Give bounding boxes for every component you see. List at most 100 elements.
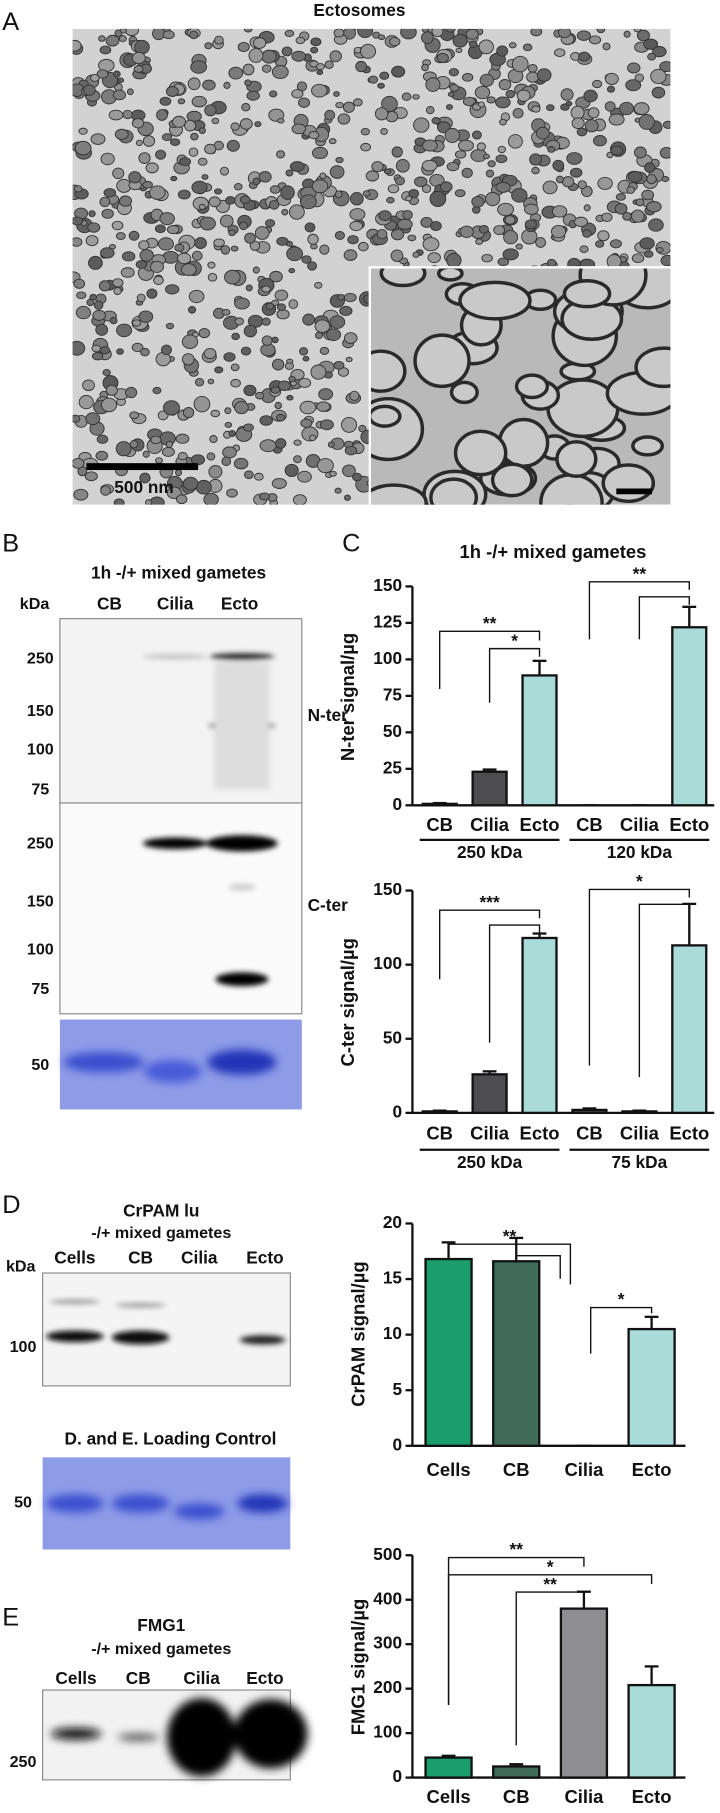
vesicle — [207, 272, 218, 282]
vesicle — [326, 328, 342, 341]
vesicle — [248, 48, 264, 63]
vesicle — [239, 221, 248, 231]
vesicle — [155, 149, 167, 160]
vesicle — [625, 79, 642, 92]
vesicle — [136, 293, 146, 303]
x-tick-label: CB — [503, 1786, 530, 1807]
y-axis-label: CrPAM signal/µg — [347, 1261, 368, 1406]
vesicle — [343, 292, 357, 303]
vesicle — [284, 29, 295, 37]
significance-label: * — [511, 630, 518, 650]
vesicle — [516, 89, 531, 102]
vesicle — [181, 334, 199, 349]
vesicle — [105, 34, 120, 47]
vesicle — [634, 146, 647, 159]
vesicle — [412, 251, 420, 258]
x-tick-label: Cilia — [470, 1123, 510, 1144]
vesicle — [439, 181, 453, 193]
significance-label: ** — [503, 1226, 517, 1246]
vesicle — [116, 323, 133, 338]
vesicle — [234, 317, 244, 326]
bands — [142, 653, 275, 790]
vesicle — [311, 179, 329, 194]
y-tick-label: 150 — [373, 879, 402, 899]
vesicle — [430, 221, 442, 232]
vesicle — [297, 470, 312, 483]
vesicle — [72, 414, 81, 423]
marker: 50 — [14, 1494, 32, 1512]
vesicle — [184, 119, 197, 132]
significance-label: * — [547, 1556, 554, 1576]
marker: 100 — [27, 941, 54, 959]
vesicle — [265, 219, 276, 228]
vesicle — [72, 457, 85, 469]
bar — [671, 944, 708, 1115]
vesicle — [358, 241, 369, 252]
scale-label: 500 nm — [114, 477, 174, 497]
vesicle — [74, 140, 92, 156]
vesicle — [182, 476, 199, 491]
vesicle — [431, 28, 444, 38]
vesicle — [444, 127, 461, 144]
vesicle — [631, 253, 645, 264]
group-label: 250 kDa — [457, 1152, 523, 1172]
vesicle — [237, 41, 250, 53]
vesicle — [623, 30, 631, 38]
vesicle — [175, 469, 183, 477]
y-tick-label: 300 — [373, 1633, 402, 1653]
vesicle — [319, 419, 334, 431]
vesicle — [259, 492, 270, 501]
vesicle — [333, 91, 340, 97]
panel-label: E — [2, 1603, 19, 1631]
significance-bracket — [488, 924, 541, 1043]
vesicle — [228, 229, 236, 237]
vesicle — [198, 328, 211, 339]
vesicle — [643, 250, 654, 258]
vesicle — [289, 161, 305, 172]
lane-label: Cilia — [183, 1668, 220, 1688]
vesicle — [455, 47, 463, 54]
vesicle — [447, 91, 455, 97]
vesicle — [274, 289, 289, 301]
vesicle — [333, 28, 345, 38]
vesicle — [577, 180, 587, 190]
vesicle — [651, 86, 666, 99]
vesicle — [115, 232, 126, 240]
x-tick-label: CB — [426, 814, 453, 835]
vesicle — [209, 435, 218, 444]
vesicle — [271, 477, 287, 489]
vesicle — [555, 175, 564, 184]
x-tick-label: CB — [426, 1123, 453, 1144]
vesicle — [497, 257, 510, 267]
vesicle — [536, 68, 552, 82]
blot-subtitle: -/+ mixed gametes — [91, 1224, 231, 1242]
vesicle — [457, 139, 474, 152]
vesicle — [597, 230, 610, 242]
vesicle — [119, 28, 127, 34]
vesicle — [522, 43, 533, 52]
vesicle — [93, 300, 104, 310]
vesicle — [453, 429, 508, 477]
vesicle — [627, 170, 643, 183]
vesicle — [298, 377, 312, 388]
vesicle — [487, 160, 496, 168]
vesicle — [166, 486, 182, 500]
vesicle — [100, 152, 115, 166]
vesicle — [425, 77, 441, 92]
vesicle — [474, 85, 491, 100]
vesicle — [644, 162, 656, 173]
vesicle — [112, 70, 121, 78]
vesicle — [146, 288, 158, 299]
vesicle — [602, 42, 611, 51]
vesicle — [210, 409, 221, 418]
vesicle — [390, 249, 404, 262]
vesicle — [402, 209, 413, 220]
vesicle — [193, 395, 211, 413]
vesicle — [285, 169, 294, 177]
vesicle — [412, 94, 420, 100]
vesicle — [293, 455, 302, 464]
vesicle — [271, 336, 279, 344]
bar — [671, 626, 708, 807]
bar — [559, 1607, 609, 1779]
significance-bracket — [515, 1255, 561, 1279]
